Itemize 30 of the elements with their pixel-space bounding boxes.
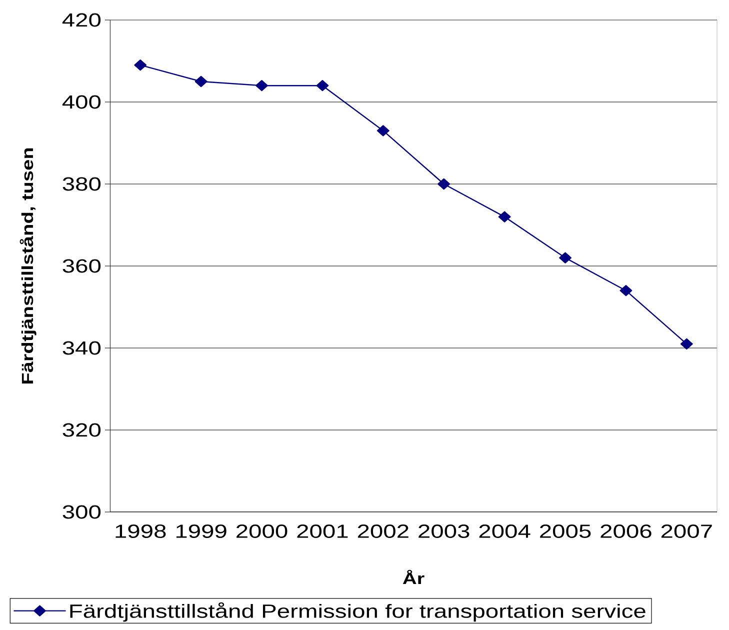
point xyxy=(680,338,693,350)
y-tick-label: 340 xyxy=(62,341,101,355)
x-tick-label: 2004 xyxy=(479,524,530,538)
point xyxy=(134,59,147,71)
x-tick-label: 2003 xyxy=(418,524,470,538)
point xyxy=(559,252,572,264)
x-tick-label: 2007 xyxy=(661,524,712,538)
x-tick-label: 2002 xyxy=(358,524,408,538)
y-tick-label: 400 xyxy=(62,95,101,109)
point xyxy=(194,76,208,88)
y-tick-label: 360 xyxy=(62,259,101,273)
y-tick-label: 320 xyxy=(62,423,101,437)
x-tick-label: 1999 xyxy=(176,524,226,538)
point xyxy=(620,285,632,296)
y-tick-label: 420 xyxy=(62,13,101,27)
point xyxy=(438,178,450,190)
y-tick-label: 300 xyxy=(62,505,101,519)
x-tick-label: 1998 xyxy=(116,524,166,538)
y-axis-title: Färdtjänsttillstånd, tusen xyxy=(20,148,36,384)
y-tick-label: 380 xyxy=(62,177,101,191)
x-tick-label: 2001 xyxy=(297,524,348,538)
legend-label: Färdtjänsttillstånd Permission for transportation service xyxy=(70,602,646,622)
x-tick-label: 2005 xyxy=(540,524,591,538)
x-tick-label: 2006 xyxy=(600,524,652,538)
point xyxy=(498,211,511,222)
x-tick-label: 2000 xyxy=(236,524,288,538)
point xyxy=(256,80,268,92)
point xyxy=(376,125,390,136)
point xyxy=(316,80,329,92)
x-axis-title: År xyxy=(402,570,424,584)
